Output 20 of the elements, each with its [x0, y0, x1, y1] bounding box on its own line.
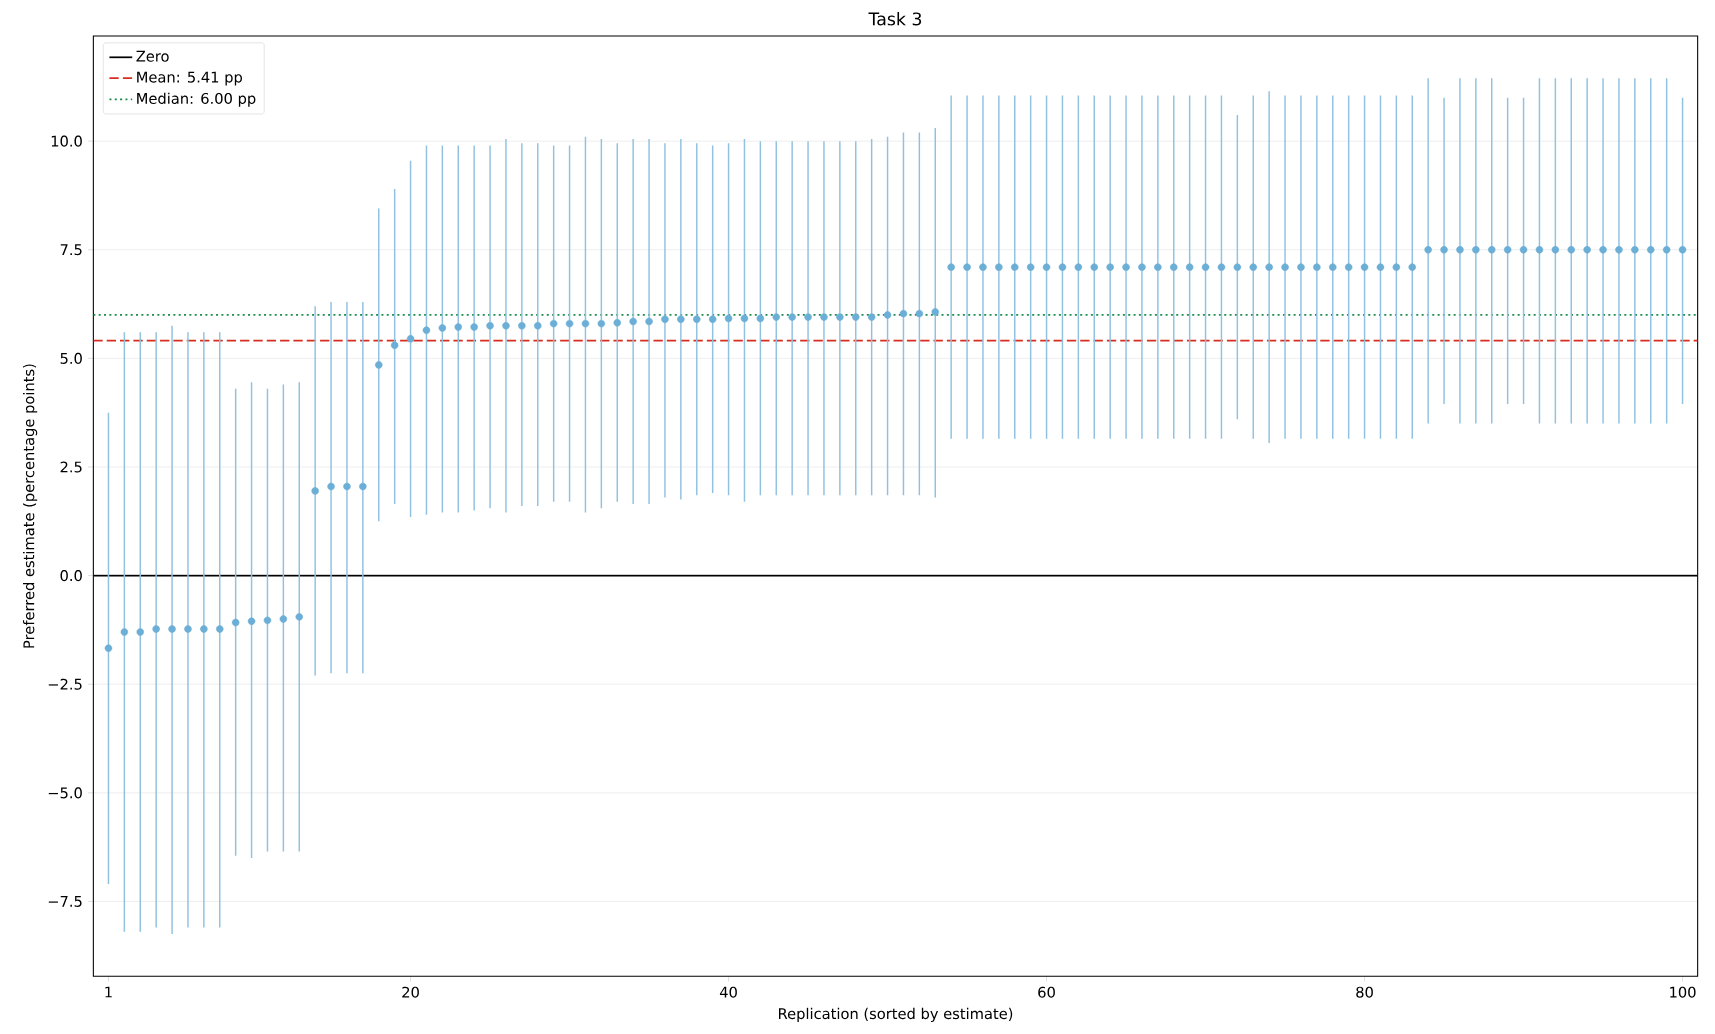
legend-label: Median: 6.00 pp	[137, 92, 256, 107]
legend-label: Zero	[136, 50, 169, 62]
y-tick-label: 7.5	[60, 244, 82, 256]
x-tick-label: 60	[1038, 986, 1055, 998]
y-tick-label: −7.5	[48, 895, 82, 907]
x-tick-label: 40	[719, 986, 737, 998]
y-tick-label: 10.0	[51, 135, 82, 147]
legend-label: Mean: 5.41 pp	[137, 71, 243, 86]
x-tick-label: 100	[1670, 986, 1696, 998]
chart-title: Task 3	[868, 11, 922, 26]
x-axis-title: Replication (sorted by estimate)	[779, 1007, 1013, 1022]
y-tick-label: −5.0	[48, 787, 82, 799]
y-tick-label: 0.0	[60, 569, 82, 582]
y-tick-label: −2.5	[48, 678, 82, 690]
x-tick-label: 20	[402, 986, 419, 998]
y-tick-label: 5.0	[60, 352, 82, 364]
x-tick-label: 1	[105, 986, 112, 998]
y-tick-label: 2.5	[60, 461, 82, 473]
y-axis-title: Preferred estimate (percentage points)	[23, 364, 38, 648]
x-tick-label: 80	[1356, 986, 1373, 998]
